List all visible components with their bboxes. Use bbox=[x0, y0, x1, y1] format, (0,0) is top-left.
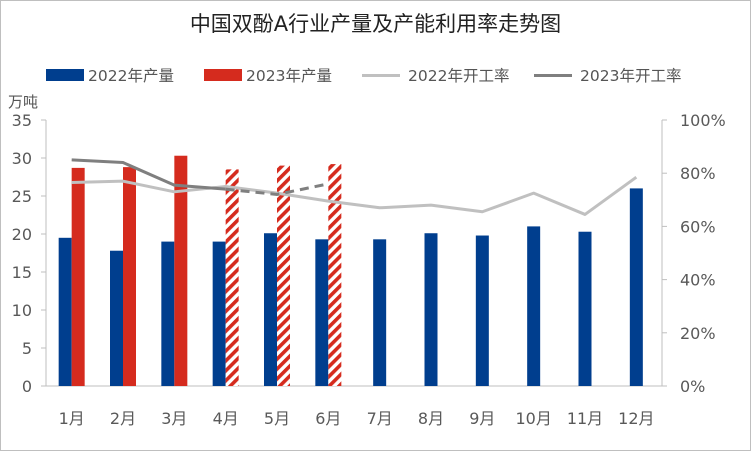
x-tick-label: 6月 bbox=[315, 409, 341, 428]
bar-2022-output bbox=[58, 237, 72, 386]
y-axis-unit: 万吨 bbox=[8, 93, 39, 111]
bar-2023-output bbox=[277, 165, 290, 386]
legend: 2022年产量 2023年产量 2022年开工率 2023年开工率 bbox=[0, 63, 751, 87]
legend-swatch bbox=[204, 69, 242, 81]
x-tick-label: 2月 bbox=[110, 409, 136, 428]
y2-tick-label: 0% bbox=[680, 377, 705, 396]
bar-2022-output bbox=[578, 231, 592, 386]
bar-2022-output bbox=[212, 241, 226, 386]
x-tick-label: 1月 bbox=[59, 409, 85, 428]
x-tick-label: 5月 bbox=[264, 409, 290, 428]
y-tick-label: 20 bbox=[12, 225, 32, 244]
x-tick-label: 12月 bbox=[618, 409, 654, 428]
y2-tick-label: 60% bbox=[680, 217, 716, 236]
y-tick-label: 30 bbox=[12, 149, 32, 168]
y2-tick-label: 80% bbox=[680, 164, 716, 183]
chart-title: 中国双酚A行业产量及产能利用率走势图 bbox=[189, 12, 562, 36]
x-tick-label: 8月 bbox=[418, 409, 444, 428]
bar-2023-output bbox=[174, 155, 188, 386]
y-tick-label: 5 bbox=[22, 339, 32, 358]
legend-label: 2022年产量 bbox=[88, 67, 174, 85]
y2-tick-label: 100% bbox=[680, 111, 726, 130]
y-tick-label: 15 bbox=[12, 263, 32, 282]
bar-2023-output bbox=[328, 164, 342, 386]
legend-item-2023-output: 2023年产量 bbox=[204, 63, 332, 87]
x-tick-label: 4月 bbox=[213, 409, 239, 428]
x-tick-label: 7月 bbox=[367, 409, 393, 428]
bar-2022-output bbox=[527, 226, 541, 386]
bar-2022-output bbox=[475, 235, 489, 386]
legend-label: 2023年产量 bbox=[246, 67, 332, 85]
y-tick-label: 25 bbox=[12, 187, 32, 206]
legend-item-2022-rate: 2022年开工率 bbox=[362, 63, 509, 87]
x-tick-label: 9月 bbox=[469, 409, 495, 428]
y-tick-label: 10 bbox=[12, 301, 32, 320]
legend-line bbox=[534, 73, 572, 77]
legend-swatch bbox=[46, 69, 84, 81]
x-tick-label: 11月 bbox=[567, 409, 603, 428]
line-2023-rate-projected bbox=[225, 182, 329, 196]
x-tick-label: 3月 bbox=[161, 409, 187, 428]
bar-2023-output bbox=[123, 167, 136, 386]
bar-2022-output bbox=[264, 233, 277, 386]
y2-tick-label: 20% bbox=[680, 324, 716, 343]
legend-item-2023-rate: 2023年开工率 bbox=[534, 63, 681, 87]
x-tick-label: 10月 bbox=[515, 409, 551, 428]
y-tick-label: 0 bbox=[22, 377, 32, 396]
bar-2022-output bbox=[629, 188, 643, 386]
bar-2023-output bbox=[71, 167, 85, 386]
bar-2022-output bbox=[424, 233, 438, 386]
bar-2023-output bbox=[225, 169, 239, 386]
legend-line bbox=[362, 73, 400, 77]
legend-label: 2023年开工率 bbox=[580, 67, 682, 85]
y2-tick-label: 40% bbox=[680, 271, 716, 290]
legend-item-2022-output: 2022年产量 bbox=[46, 63, 174, 87]
bar-2022-output bbox=[373, 239, 387, 386]
legend-label: 2022年开工率 bbox=[408, 67, 510, 85]
y-tick-label: 35 bbox=[12, 111, 32, 130]
line-2023-rate bbox=[71, 158, 226, 191]
line-2022-rate bbox=[71, 175, 638, 216]
bar-2022-output bbox=[110, 250, 123, 386]
bar-2022-output bbox=[161, 241, 175, 386]
bar-2022-output bbox=[315, 239, 329, 386]
